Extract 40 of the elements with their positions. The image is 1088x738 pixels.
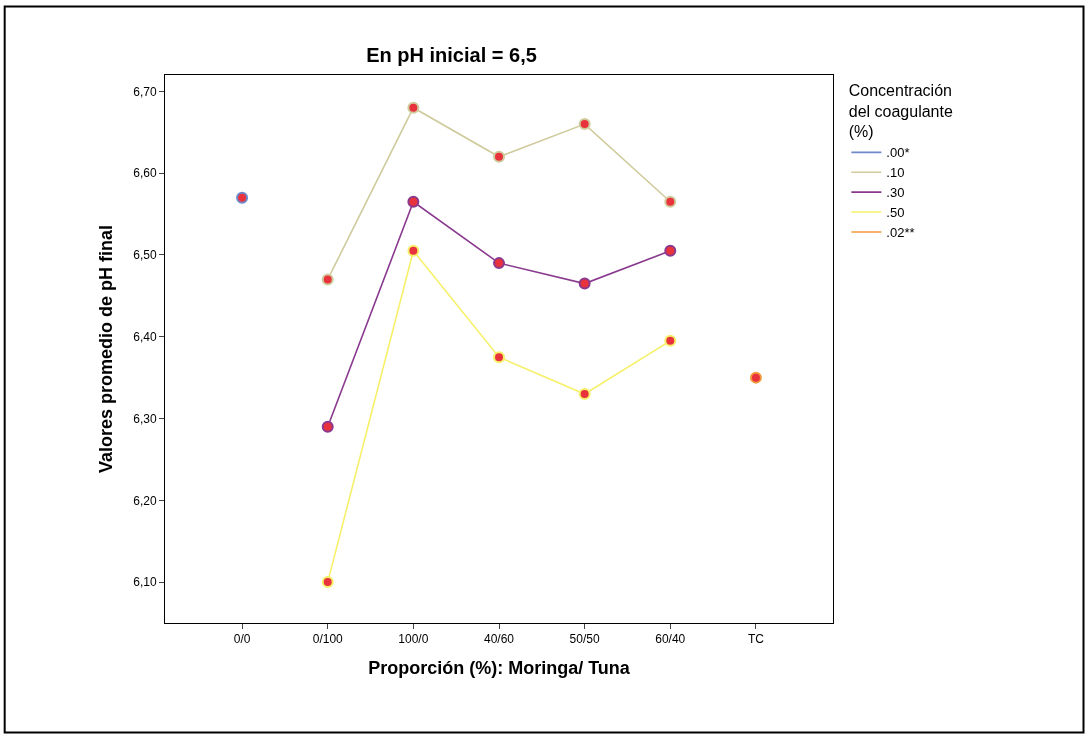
x-axis-title: Proporción (%): Moringa/ Tuna	[368, 657, 631, 678]
x-tick-label: 40/60	[483, 632, 515, 647]
y-tick-label: 6,50	[133, 248, 157, 263]
y-tick-label: 6,10	[133, 575, 157, 590]
x-tick-label: TC	[747, 632, 765, 647]
point	[664, 244, 677, 257]
chart-title: En pH inicial = 6,5	[366, 43, 537, 66]
point	[407, 244, 420, 257]
point	[407, 101, 420, 114]
legend-title: Concentración del coagulante (%)	[848, 81, 953, 141]
x-tick-label: 60/40	[655, 632, 686, 647]
y-tick-label: 6,60	[133, 166, 157, 181]
x-tick-label: 100/0	[398, 632, 429, 647]
point	[578, 277, 591, 290]
x-tick-label: 0/100	[312, 632, 344, 647]
point	[578, 387, 591, 400]
x-tick-label: 0/0	[233, 632, 251, 647]
legend-label: .00*	[886, 145, 910, 161]
point	[664, 334, 677, 347]
y-tick-label: 6,30	[133, 411, 157, 426]
point	[321, 576, 334, 589]
y-tick-label: 6,40	[133, 329, 157, 344]
point	[236, 191, 249, 204]
legend-label: .30	[886, 185, 905, 201]
legend-label: .02**	[886, 225, 915, 241]
legend-label: .10	[886, 165, 905, 181]
legend-label: .50	[886, 205, 905, 221]
point	[407, 195, 420, 208]
point	[664, 195, 677, 208]
y-tick-label: 6,20	[133, 493, 157, 508]
x-tick-label: 50/50	[569, 632, 600, 647]
y-axis-title: Valores promedio de pH final	[96, 224, 117, 474]
y-tick-label: 6,70	[133, 84, 157, 99]
point	[749, 371, 762, 384]
point	[321, 273, 334, 286]
point	[493, 257, 505, 270]
point	[578, 118, 591, 131]
point	[321, 420, 334, 433]
point	[493, 150, 505, 163]
point	[493, 351, 505, 364]
